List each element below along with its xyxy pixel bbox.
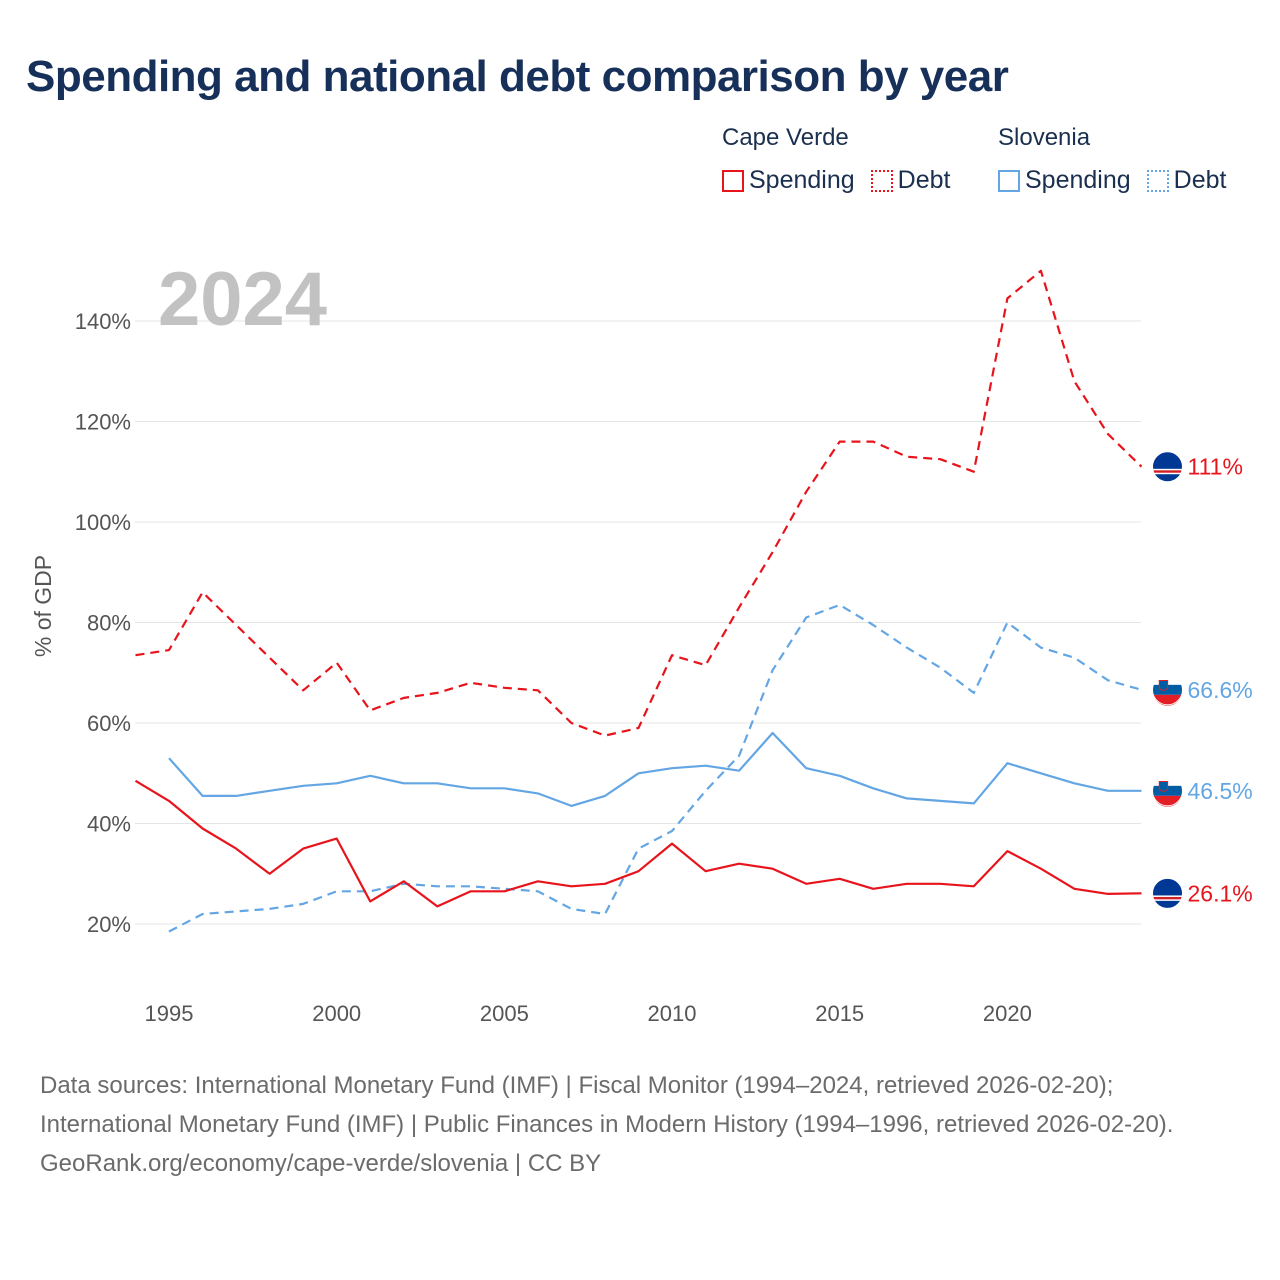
axes: 20% 40% 60% 80% 100% 120% 140% 1995 2000 2005 2010… — [75, 309, 1032, 1026]
flag-outline — [1152, 877, 1183, 909]
flag-outline — [1152, 775, 1183, 807]
x-tick-label: 2020 — [983, 1001, 1032, 1026]
series-line-slovenia-debt[interactable] — [168, 603, 1142, 933]
legend-item-label: Spending — [1025, 166, 1131, 194]
legend-country-label: Cape Verde — [722, 124, 849, 151]
y-axis-label: % of GDP — [30, 555, 56, 657]
end-marker-cape-verde-debt: 111% — [1152, 451, 1243, 483]
x-tick-label: 2005 — [480, 1001, 529, 1026]
x-tick-label: 2000 — [312, 1001, 361, 1026]
y-tick-label: 100% — [75, 510, 131, 535]
cape-verde-flag-icon — [1152, 878, 1183, 909]
y-tick-label: 120% — [75, 410, 131, 435]
data-sources-note: Data sources: International Monetary Fun… — [40, 1072, 1174, 1138]
series-line-cape-verde-spending[interactable] — [134, 779, 1142, 908]
end-value-label: 66.6% — [1188, 677, 1253, 703]
end-value-label: 111% — [1188, 454, 1243, 480]
x-tick-label: 1995 — [145, 1001, 194, 1026]
dotted-line-swatch-icon — [870, 169, 893, 192]
y-tick-label: 40% — [87, 812, 131, 837]
series-line-cape-verde-debt[interactable] — [135, 269, 1143, 737]
dotted-line-swatch-icon — [1146, 169, 1169, 192]
end-markers: 111% 66.6% 46.5% 26.1% — [1152, 451, 1253, 909]
legend-country-label: Slovenia — [998, 124, 1091, 151]
end-value-label: 26.1% — [1188, 880, 1253, 906]
end-marker-slovenia-debt: 66.6% — [1152, 674, 1253, 706]
end-value-label: 46.5% — [1188, 778, 1253, 804]
legend-item-cape-verde-spending[interactable]: Spending — [722, 166, 855, 195]
legend-item-cape-verde-debt[interactable]: Debt — [870, 166, 951, 195]
slovenia-flag-icon — [1152, 775, 1183, 807]
legend-item-label: Debt — [1173, 166, 1227, 194]
end-marker-cape-verde-spending: 26.1% — [1152, 877, 1253, 909]
y-tick-label: 140% — [75, 309, 131, 334]
series-line-slovenia-spending[interactable] — [168, 731, 1142, 807]
end-marker-slovenia-spending: 46.5% — [1152, 775, 1253, 807]
legend-item-label: Spending — [749, 166, 855, 194]
chart-title: Spending and national debt comparison by… — [26, 52, 1009, 101]
series — [134, 269, 1143, 933]
legend-item-label: Debt — [897, 166, 951, 194]
legend-item-slovenia-spending[interactable]: Spending — [998, 166, 1131, 195]
year-watermark: 2024 — [158, 257, 327, 342]
line-chart: 20% 40% 60% 80% 100% 120% 140% 1995 2000 2005 2010… — [30, 257, 1253, 1026]
cape-verde-flag-icon — [1152, 451, 1183, 482]
flag-outline — [1152, 451, 1183, 483]
slovenia-flag-icon — [1152, 674, 1183, 706]
solid-line-swatch-icon — [998, 169, 1020, 192]
legend-group-cape-verde: Cape Verde Spending Debt — [722, 124, 950, 195]
y-tick-label: 60% — [87, 711, 131, 736]
y-tick-label: 20% — [87, 912, 131, 937]
x-tick-label: 2010 — [648, 1001, 697, 1026]
credit-link[interactable]: GeoRank.org/economy/cape-verde/slovenia … — [40, 1150, 602, 1177]
x-tick-label: 2015 — [815, 1001, 864, 1026]
gridlines — [135, 320, 1141, 925]
footer: Data sources: International Monetary Fun… — [40, 1066, 1250, 1183]
y-tick-label: 80% — [87, 611, 131, 636]
solid-line-swatch-icon — [722, 169, 744, 192]
flag-outline — [1152, 674, 1183, 706]
legend-group-slovenia: Slovenia Spending Debt — [998, 124, 1226, 195]
legend-item-slovenia-debt[interactable]: Debt — [1146, 166, 1227, 195]
